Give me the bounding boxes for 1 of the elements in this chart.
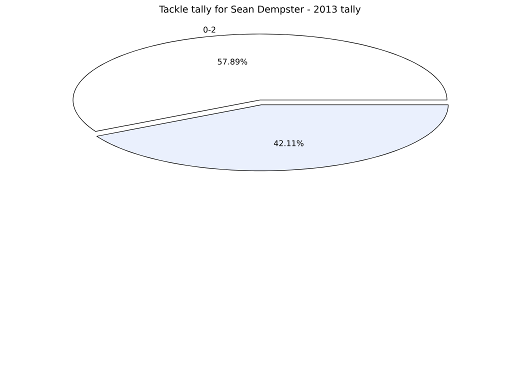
chart-title: Tackle tally for Sean Dempster - 2013 tally bbox=[159, 5, 361, 15]
